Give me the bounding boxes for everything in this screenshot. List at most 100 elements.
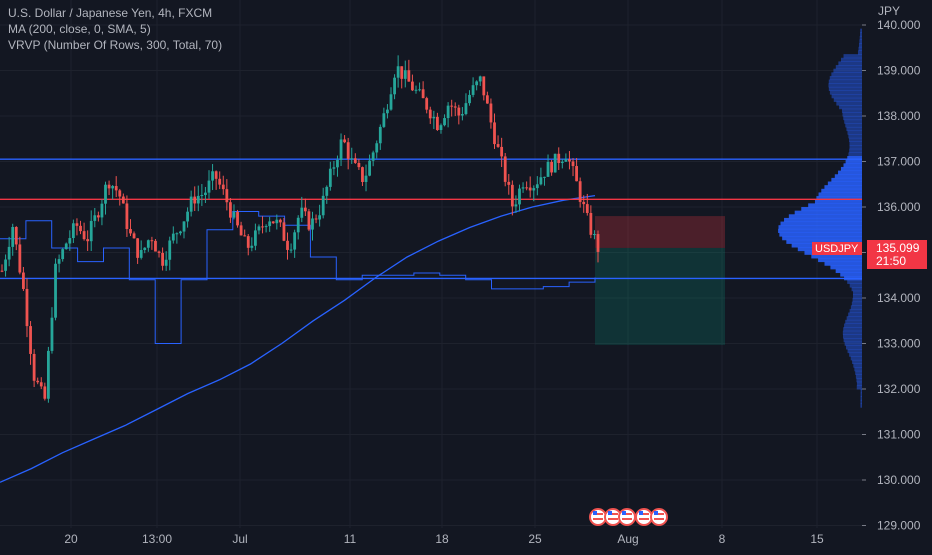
price-tick-label: 132.000 — [877, 382, 921, 396]
candle-body — [275, 219, 279, 224]
candle-body — [460, 114, 464, 116]
ma-indicator-label[interactable]: MA (200, close, 0, SMA, 5) — [8, 22, 151, 36]
volume-profile-bar — [841, 108, 862, 113]
volume-profile-bar — [811, 254, 862, 259]
price-tag-symbol: USDJPY — [815, 243, 859, 255]
us-flag-event-icon[interactable] — [589, 508, 607, 526]
volume-profile-bar — [827, 181, 862, 186]
candle-body — [321, 195, 325, 216]
us-flag-event-icon[interactable] — [650, 508, 668, 526]
volume-profile-bar — [838, 170, 862, 175]
vrvp-indicator-label[interactable]: VRVP (Number Of Rows, 300, Total, 70) — [8, 38, 223, 52]
candle-body — [136, 238, 140, 258]
volume-profile-bar — [842, 330, 862, 335]
candle-body — [328, 168, 332, 187]
flag-stripe — [608, 513, 618, 515]
chart-legend[interactable]: U.S. Dollar / Japanese Yen, 4h, FXCM MA … — [8, 5, 222, 53]
candle-body — [557, 153, 561, 164]
volume-profile-bar — [784, 217, 862, 223]
candle-body — [375, 143, 379, 153]
candle-body — [361, 167, 364, 182]
volume-profile-bar — [852, 359, 862, 365]
volume-profile-bar — [853, 363, 862, 368]
candle-body — [239, 225, 243, 236]
flag-canton — [622, 511, 626, 515]
volume-profile-bar — [860, 389, 862, 394]
flag-stripe — [608, 518, 618, 520]
candle-body — [350, 158, 354, 160]
volume-profile-bar — [840, 272, 862, 277]
candle-body — [289, 249, 293, 251]
volume-profile-bar — [843, 163, 862, 168]
candle-body — [7, 246, 11, 260]
volume-profile-bar — [839, 105, 862, 110]
candle-body — [204, 192, 207, 196]
us-flag-event-icon[interactable] — [618, 508, 636, 526]
candle-body — [443, 118, 446, 126]
candle-body — [585, 204, 589, 213]
candle-body — [314, 218, 318, 220]
candle-body — [421, 89, 425, 99]
us-flag-event-icon[interactable] — [635, 508, 653, 526]
volume-profile-bar — [818, 257, 862, 263]
candle-body — [471, 85, 475, 95]
volume-profile-bar — [855, 374, 862, 379]
candle-body — [307, 211, 311, 230]
candle-body — [368, 160, 371, 176]
volume-profile-bar — [782, 236, 862, 241]
volume-profile-bar — [849, 148, 862, 153]
volume-profile-bar — [831, 94, 862, 99]
candle-body — [582, 201, 586, 205]
volume-profile-bar — [846, 126, 862, 132]
candle-body — [93, 215, 97, 221]
volume-profile-bar — [859, 39, 862, 44]
flag-stripe — [622, 518, 632, 520]
candle-body — [539, 177, 543, 185]
volume-profile-bar — [851, 287, 862, 292]
candle-body — [514, 204, 518, 207]
candle-body — [221, 184, 225, 190]
candle-body — [114, 186, 118, 191]
candle-body — [503, 156, 507, 182]
candle-body — [478, 76, 482, 82]
volume-profile-bar — [847, 348, 862, 354]
candle-body — [261, 226, 264, 228]
candle-body — [18, 244, 22, 273]
volume-profile-bar — [846, 316, 862, 321]
candle-body — [303, 207, 307, 212]
symbol-title[interactable]: U.S. Dollar / Japanese Yen, 4h, FXCM — [8, 6, 213, 20]
volume-profile-bar — [848, 152, 862, 157]
candle-body — [100, 203, 104, 218]
candle-body — [118, 190, 122, 197]
price-tick-label: 140.000 — [877, 18, 921, 32]
candle-body — [389, 94, 393, 110]
volume-profile-bar — [808, 203, 862, 208]
volume-profile-bar — [849, 283, 862, 288]
price-tick-label: 136.000 — [877, 200, 921, 214]
candle-body — [521, 187, 525, 189]
candle-body — [61, 249, 65, 260]
flag-stripe — [593, 513, 603, 515]
volume-profile-bar — [856, 385, 862, 390]
candle-body — [54, 263, 57, 318]
candle-body — [129, 229, 132, 234]
price-tag-countdown: 21:50 — [876, 254, 906, 268]
volume-profile-bar — [860, 392, 862, 397]
price-tag-value: 135.099 — [876, 241, 920, 255]
time-tick-label: 20 — [64, 532, 78, 546]
economic-events[interactable] — [589, 508, 668, 526]
candle-body — [253, 230, 257, 246]
candle-body — [11, 227, 15, 247]
candle-body — [29, 326, 32, 354]
volume-profile-bar — [828, 83, 862, 88]
volume-profile-bar — [801, 207, 862, 212]
candle-body — [179, 231, 182, 234]
time-axis[interactable]: 20 13:00 Jul 11 18 25 Aug 8 15 — [64, 532, 824, 546]
candle-body — [403, 70, 407, 79]
volume-profile-bar — [856, 378, 862, 383]
volume-profile-bar — [854, 367, 862, 372]
volume-profile-bar — [852, 294, 862, 299]
candle-body — [211, 171, 214, 181]
volume-profile-bar — [828, 86, 862, 92]
